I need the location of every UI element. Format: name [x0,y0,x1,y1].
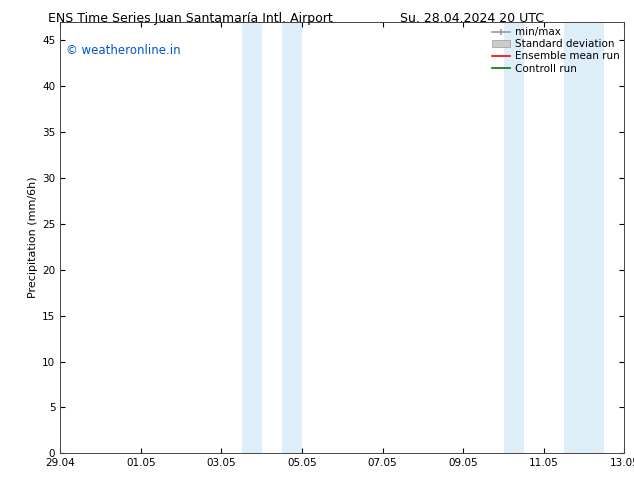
Text: © weatheronline.in: © weatheronline.in [66,44,181,57]
Text: ENS Time Series Juan Santamaría Intl. Airport: ENS Time Series Juan Santamaría Intl. Ai… [48,12,333,25]
Bar [282,22,302,453]
Legend: min/max, Standard deviation, Ensemble mean run, Controll run: min/max, Standard deviation, Ensemble me… [491,27,619,74]
Bar [564,22,604,453]
Bar [503,22,524,453]
Text: Su. 28.04.2024 20 UTC: Su. 28.04.2024 20 UTC [400,12,545,25]
Bar [242,22,262,453]
Y-axis label: Precipitation (mm/6h): Precipitation (mm/6h) [28,177,38,298]
